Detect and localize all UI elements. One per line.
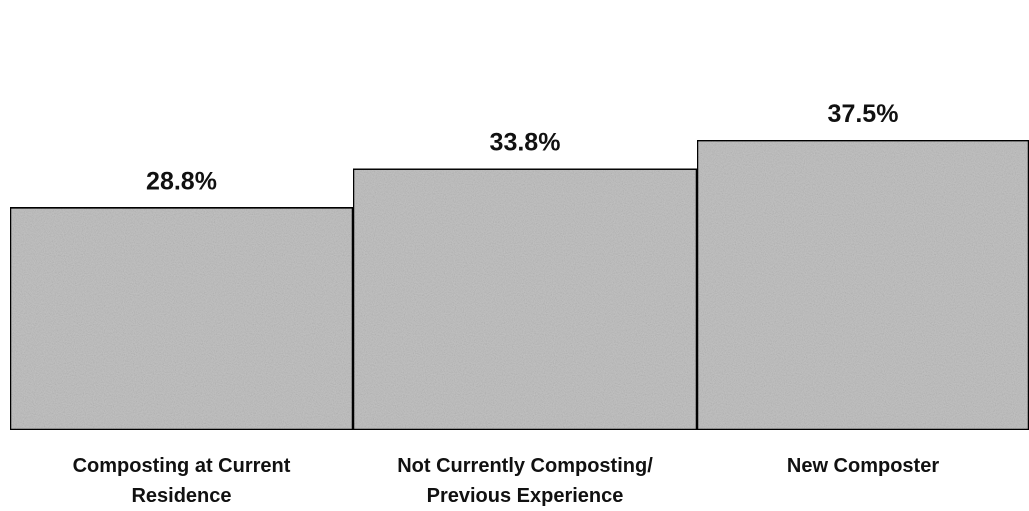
value-label-1: 28.8% (146, 167, 217, 195)
category-labels-group: Composting at Current Residence Not Curren… (73, 455, 940, 507)
bar-3 (695, 138, 1029, 432)
value-labels-group: 28.8% 33.8% 37.5% (146, 100, 898, 195)
bar-1 (8, 206, 355, 432)
category-label-1: Composting at Current Residence (73, 455, 291, 507)
category-label-3: New Composter (787, 455, 939, 477)
bars-group (8, 138, 1029, 432)
category-label-line: Previous Experience (427, 485, 624, 507)
value-label-2: 33.8% (490, 129, 561, 157)
category-label-line: New Composter (787, 455, 939, 477)
category-label-line: Not Currently Composting/ (397, 455, 653, 477)
value-label-3: 37.5% (828, 100, 899, 128)
category-label-line: Residence (131, 485, 231, 507)
category-label-2: Not Currently Composting/Previous Experi… (397, 455, 653, 507)
category-label-line: Composting at Current (73, 455, 291, 477)
bar-2 (351, 167, 699, 432)
